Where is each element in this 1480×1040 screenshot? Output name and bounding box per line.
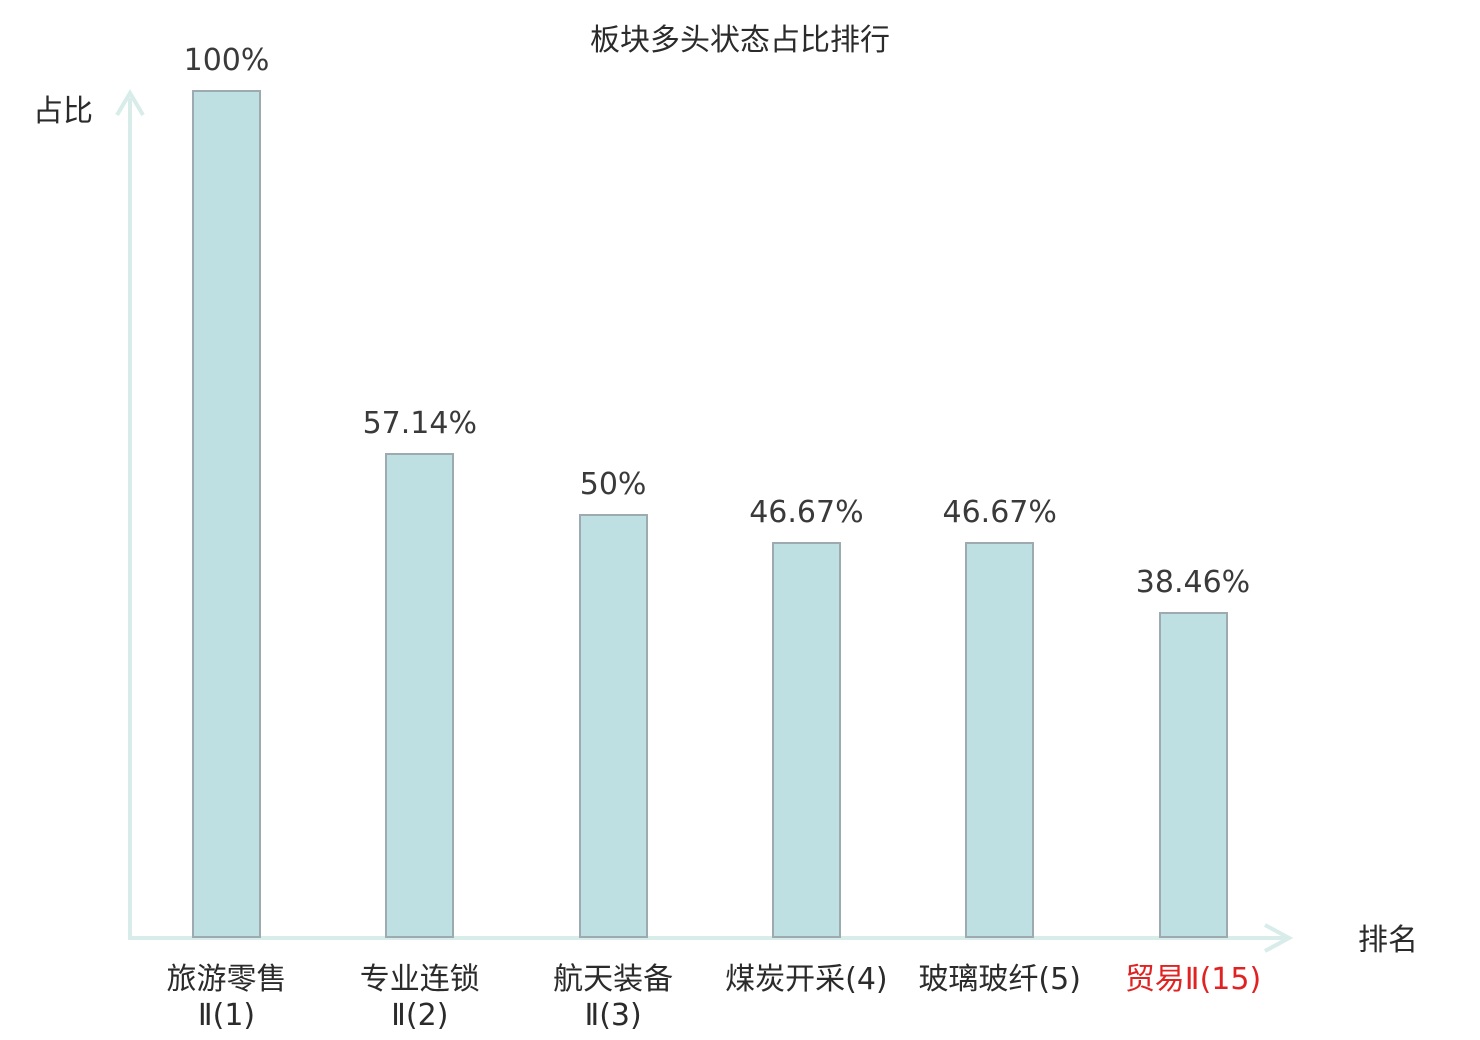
bar-value-label: 46.67% bbox=[749, 495, 864, 530]
bar-value-label: 50% bbox=[579, 467, 647, 502]
category-label: 玻璃玻纤(5) bbox=[918, 962, 1081, 997]
bar bbox=[385, 453, 455, 938]
category-label: 煤炭开采(4) bbox=[725, 962, 888, 997]
category-label: 航天装备 Ⅱ(3) bbox=[553, 962, 674, 1033]
bar-value-label: 46.67% bbox=[942, 495, 1057, 530]
x-axis-label: 排名 bbox=[1358, 923, 1418, 958]
bar-value-label: 57.14% bbox=[362, 406, 477, 441]
bar bbox=[192, 90, 261, 938]
bar-value-label: 100% bbox=[183, 43, 270, 78]
x-axis-arrowhead-icon bbox=[1264, 923, 1294, 953]
bar bbox=[965, 542, 1035, 938]
bar bbox=[1158, 612, 1228, 938]
category-label: 专业连锁 Ⅱ(2) bbox=[359, 962, 480, 1033]
category-label: 旅游零售 Ⅱ(1) bbox=[166, 962, 287, 1033]
y-axis-arrowhead-icon bbox=[115, 89, 145, 117]
bar bbox=[771, 542, 841, 938]
bar-value-label: 38.46% bbox=[1135, 565, 1251, 600]
bar bbox=[578, 514, 648, 938]
chart-title: 板块多头状态占比排行 bbox=[590, 23, 890, 58]
y-axis-label: 占比 bbox=[33, 94, 93, 129]
category-label: 贸易Ⅱ(15) bbox=[1124, 962, 1262, 997]
